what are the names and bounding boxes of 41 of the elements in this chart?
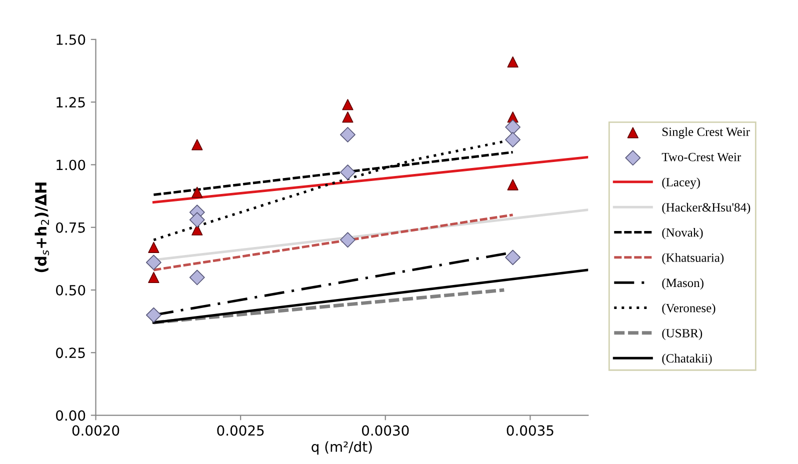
y-tick-label: 0.50 <box>56 284 86 296</box>
point <box>192 139 203 150</box>
point <box>189 212 205 228</box>
x-tick-label: 0.0025 <box>217 425 264 436</box>
legend-label: (USBR) <box>662 328 702 340</box>
point <box>505 119 521 135</box>
y-tick-label: 0.25 <box>56 348 85 358</box>
legend-label: Single Crest Weir <box>662 127 750 139</box>
legend-label: (Veronese) <box>662 303 716 315</box>
y-tick-label: 0.00 <box>56 410 86 421</box>
legend-label: (Hacker&Hsu'84) <box>662 202 750 214</box>
y-tick-label: 1.00 <box>56 160 86 170</box>
legend-label: (Novak) <box>662 228 703 240</box>
x-tick-label: 0.0020 <box>72 425 120 436</box>
y-tick-label: 1.50 <box>56 34 86 45</box>
point <box>148 242 160 253</box>
legend-label: Two-Crest Weir <box>662 152 742 162</box>
point <box>192 186 203 198</box>
x-tick-label: 0.0030 <box>362 425 409 436</box>
point <box>342 99 354 110</box>
legend-label: (Mason) <box>662 278 704 290</box>
y-tick-label: 0.75 <box>56 222 85 233</box>
point <box>340 232 356 248</box>
point <box>505 250 521 266</box>
point <box>146 254 162 270</box>
x-axis-title: q (m²/dt) <box>312 441 372 455</box>
x-tick-label: 0.0035 <box>506 425 554 436</box>
point <box>146 307 162 323</box>
point <box>505 132 521 148</box>
legend-label: (Khatsuaria) <box>662 253 724 264</box>
point <box>507 56 518 68</box>
point <box>340 126 356 142</box>
legend-label: (Lacey) <box>662 178 700 189</box>
point <box>340 164 356 180</box>
legend-label: (Chatakii) <box>662 354 712 366</box>
point <box>342 112 354 123</box>
point <box>189 270 205 286</box>
y-tick-label: 1.25 <box>56 97 85 108</box>
y-axis-title: (d$_{s}$+h$_{2}$)/ΔH <box>34 182 50 272</box>
point <box>507 179 518 190</box>
point <box>148 272 160 284</box>
